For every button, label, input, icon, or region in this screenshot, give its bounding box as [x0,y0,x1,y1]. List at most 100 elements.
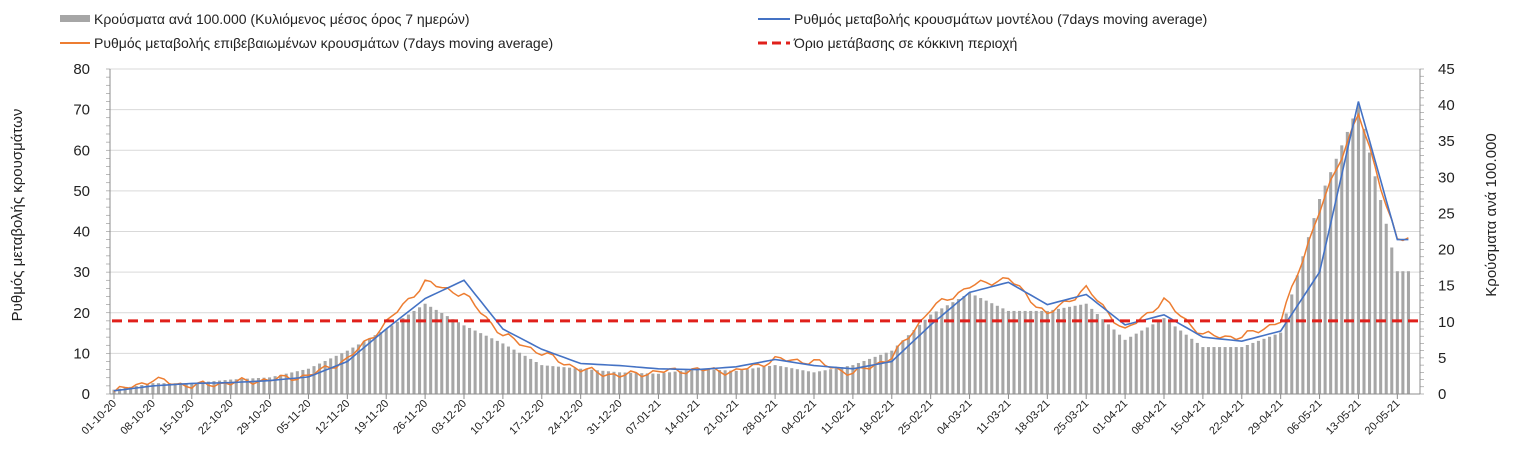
case-rate-bar [979,298,983,394]
case-rate-bar [484,335,488,394]
x-tick-label: 08-10-20 [118,398,158,438]
case-rate-bar [734,370,738,394]
case-rate-bar [1134,333,1138,394]
case-rate-bar [329,358,333,394]
case-rate-bar [529,358,533,394]
case-rate-bar [773,365,777,394]
case-rate-bar [1101,319,1105,394]
case-rate-bar [1051,309,1055,394]
case-rate-bar [268,377,272,394]
case-rate-bar [334,355,338,394]
case-rate-bar [1295,275,1299,394]
case-rate-bar [1323,185,1327,394]
legend-model-label: Ρυθμός μεταβολής κρουσμάτων μοντέλου (7d… [794,11,1207,27]
case-rate-bar [201,382,205,394]
case-rate-bar [812,372,816,394]
case-rate-bar [1401,271,1405,394]
case-rate-bar [673,371,677,394]
case-rate-bar [223,380,227,394]
case-rate-bar [273,376,277,394]
x-tick-label: 22-10-20 [196,398,236,438]
y-left-tick-label: 70 [73,102,90,119]
case-rate-bar [412,310,416,394]
y-right-tick-label: 25 [1438,205,1455,222]
case-rate-bar [118,388,122,394]
bars-series [112,105,1410,395]
case-rate-bar [706,369,710,394]
case-rate-bar [434,309,438,394]
case-rate-bar [245,378,249,394]
case-rate-bar [579,368,583,394]
case-rate-bar [1345,131,1349,394]
legend: Κρούσματα ανά 100.000 (Κυλιόμενος μέσος … [60,11,1207,51]
y-right-tick-label: 20 [1438,242,1455,259]
case-rate-bar [779,366,783,394]
case-rate-bar [256,378,260,394]
x-tick-label: 25-02-21 [896,398,936,438]
case-rate-bar [1279,332,1283,394]
case-rate-bar [390,325,394,394]
case-rate-bar [851,365,855,394]
case-rate-bar [1351,118,1355,395]
case-rate-bar [656,373,660,394]
case-rate-bar [301,369,305,394]
case-rate-bar [1140,330,1144,394]
case-rate-bar [1284,313,1288,394]
case-rate-bar [718,369,722,394]
case-rate-bar [501,343,505,394]
x-tick-label: 01-04-21 [1091,398,1131,438]
case-rate-bar [612,371,616,394]
case-rate-bar [1240,347,1244,394]
x-tick-label: 06-05-21 [1285,398,1325,438]
case-rate-bar [251,378,255,394]
y-right-tick-label: 30 [1438,169,1455,186]
x-tick-label: 18-02-21 [857,398,897,438]
case-rate-bar [818,371,822,394]
case-rate-bar [829,369,833,394]
case-rate-bar [1173,326,1177,394]
case-rate-bar [990,303,994,394]
case-rate-bar [1406,271,1410,394]
case-rate-bar [951,302,955,394]
case-rate-bar [640,373,644,394]
case-rate-bar [451,319,455,394]
case-rate-bar [1184,334,1188,394]
case-rate-bar [984,300,988,394]
case-rate-bar [1168,322,1172,394]
y-axis-right-title: Κρούσματα ανά 100.000 [1483,133,1500,296]
case-rate-bar [312,366,316,394]
model-rate-line [113,101,1409,392]
legend-bars-swatch [60,15,90,22]
case-rate-bar [284,373,288,394]
case-rate-bar [1034,310,1038,394]
legend-threshold-label: Όριο μετάβασης σε κόκκινη περιοχή [793,35,1017,51]
x-tick-label: 03-12-20 [429,398,469,438]
x-tick-label: 18-03-21 [1013,398,1053,438]
x-tick-label: 14-01-21 [663,398,703,438]
case-rate-bar [906,335,910,394]
case-rate-bar [701,369,705,394]
case-rate-bar [156,383,160,394]
x-tick-label: 13-05-21 [1324,398,1364,438]
case-rate-bar [1318,199,1322,394]
case-rate-bar [1112,329,1116,394]
case-rate-bar [462,325,466,394]
case-rate-bar [551,366,555,394]
case-rate-bar [723,370,727,394]
case-rate-bar [545,365,549,394]
case-rate-bar [1301,256,1305,394]
case-rate-bar [790,368,794,394]
case-rate-bar [423,303,427,394]
case-rate-bar [956,299,960,394]
case-rate-bar [762,366,766,394]
case-rate-bar [506,346,510,394]
x-tick-label: 29-10-20 [235,398,275,438]
case-rate-bar [1223,347,1227,394]
x-tick-label: 05-11-20 [275,398,314,437]
case-rate-bar [1245,344,1249,394]
y-right-tick-label: 45 [1438,61,1455,78]
case-rate-bar [1379,200,1383,394]
case-rate-bar [240,378,244,394]
case-rate-bar [668,372,672,394]
case-rate-bar [801,370,805,394]
